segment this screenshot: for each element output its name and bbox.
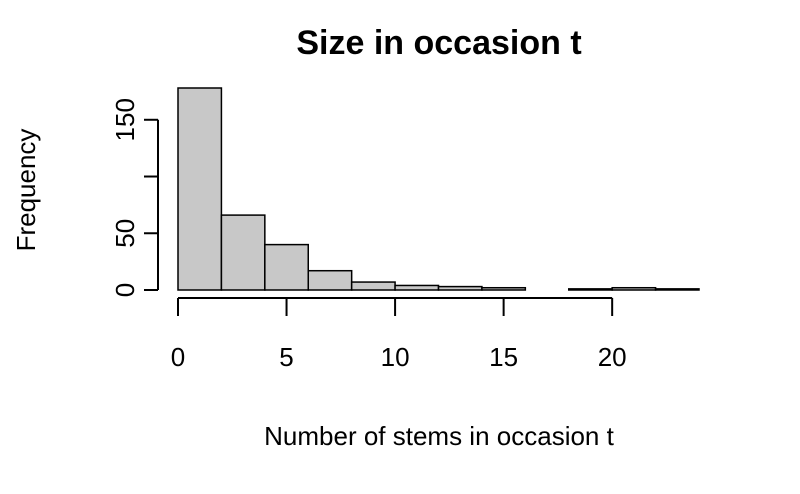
x-tick-label: 5 bbox=[279, 342, 293, 372]
histogram-bar bbox=[437, 285, 483, 291]
histogram-bar bbox=[177, 87, 223, 291]
histogram-bar bbox=[654, 288, 700, 291]
histogram-bar bbox=[481, 286, 527, 291]
histogram-bar bbox=[264, 243, 310, 291]
x-axis-label: Number of stems in occasion t bbox=[264, 421, 614, 451]
y-tick-label: 0 bbox=[110, 283, 140, 297]
histogram-bar bbox=[307, 269, 353, 291]
x-tick-label: 0 bbox=[171, 342, 185, 372]
histogram-bar bbox=[350, 281, 396, 291]
x-tick-label: 15 bbox=[489, 342, 518, 372]
histogram-bar bbox=[611, 286, 657, 291]
histogram-bar bbox=[220, 214, 266, 291]
x-axis: 0 5 10 15 20 bbox=[171, 297, 627, 372]
chart-title: Size in occasion t bbox=[296, 24, 581, 62]
y-tick-label: 50 bbox=[110, 219, 140, 248]
histogram-bar bbox=[394, 284, 440, 291]
y-axis-label: Frequency bbox=[11, 129, 41, 252]
x-tick-label: 20 bbox=[598, 342, 627, 372]
x-tick-label: 10 bbox=[381, 342, 410, 372]
histogram-bar bbox=[568, 288, 613, 291]
y-axis: 0 50 150 bbox=[110, 98, 159, 297]
bars-group bbox=[177, 87, 700, 291]
y-tick-label: 150 bbox=[110, 98, 140, 141]
